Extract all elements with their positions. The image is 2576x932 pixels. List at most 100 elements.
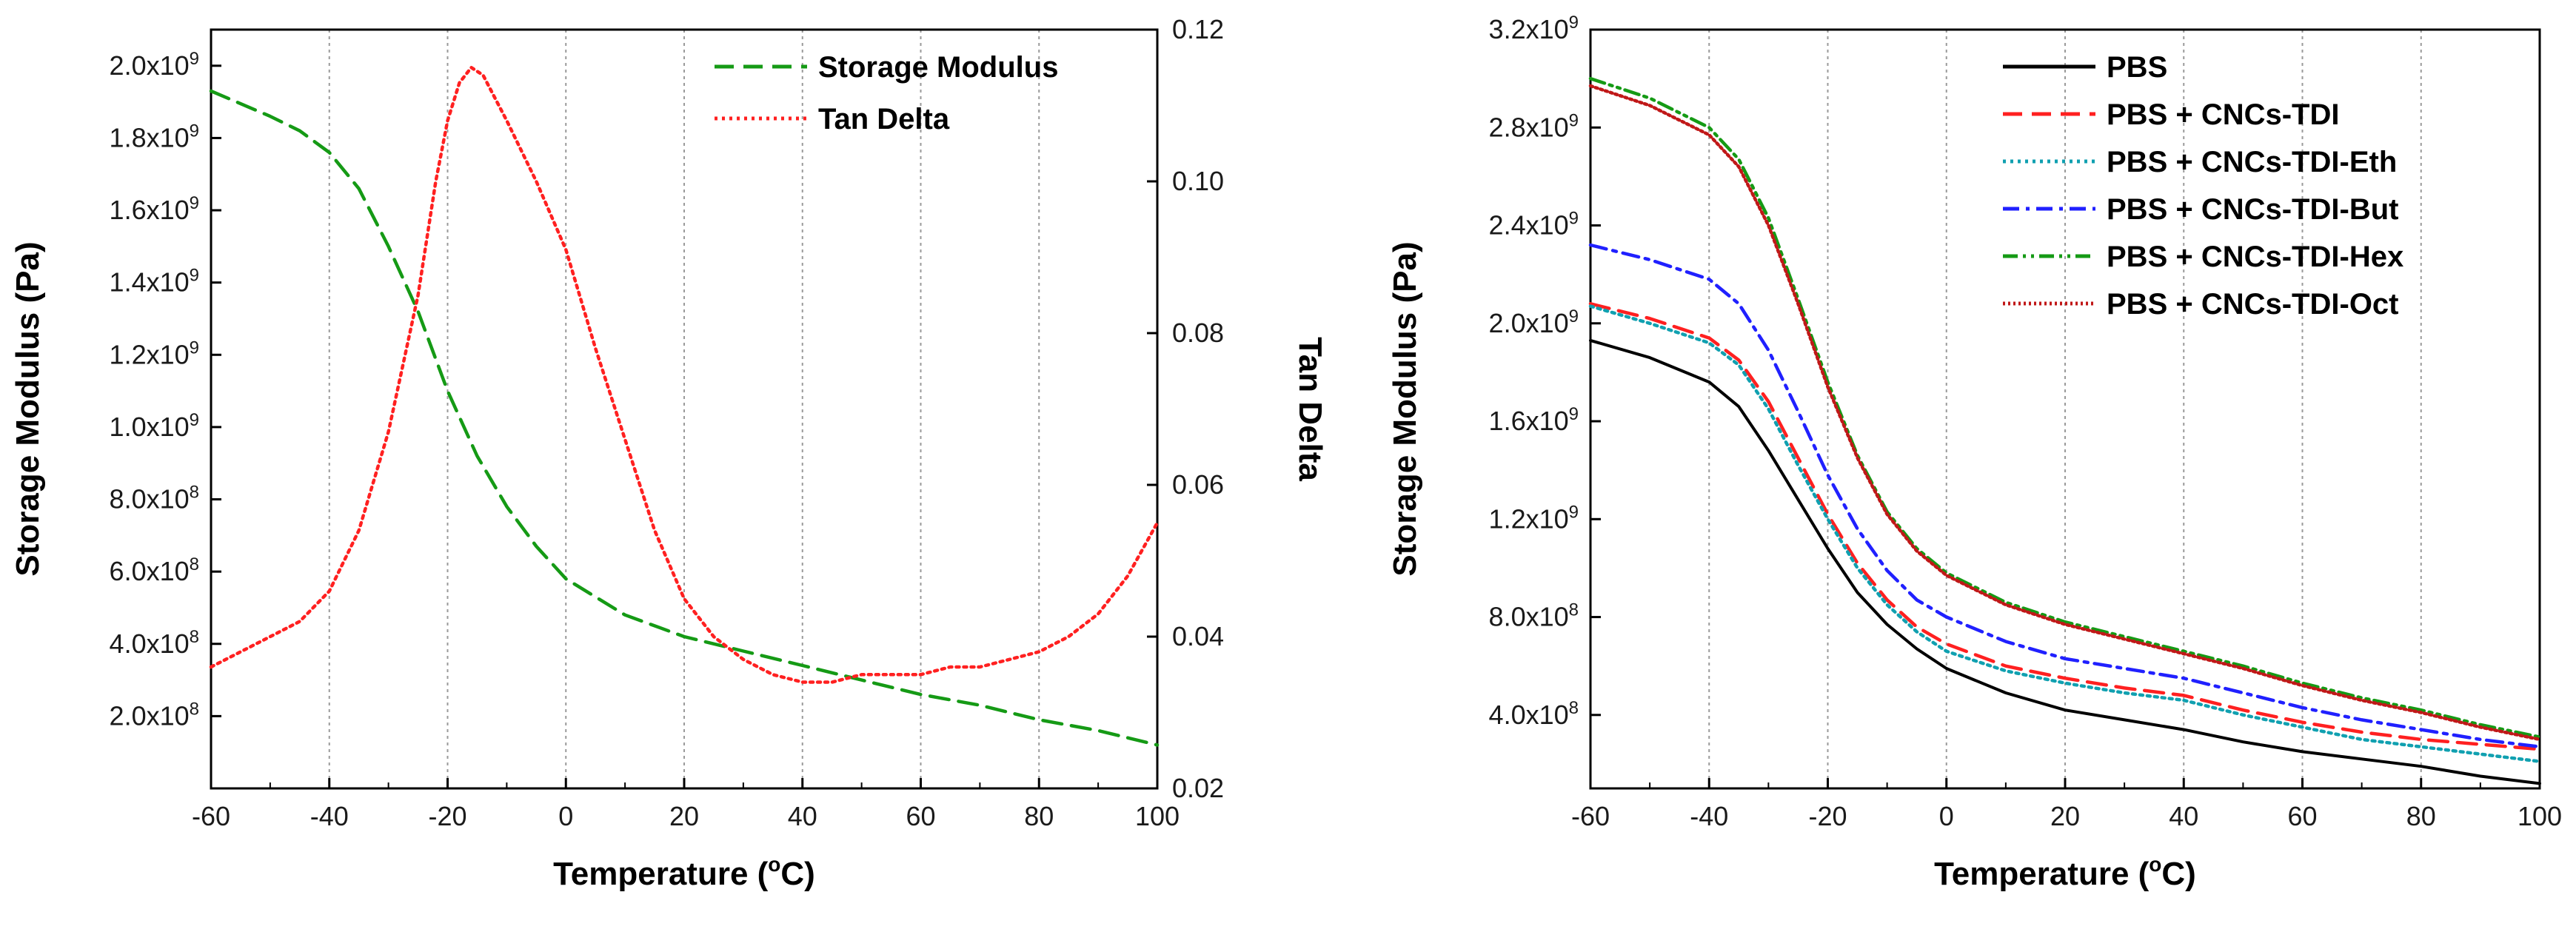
y-tick-label: 8.0x108 [110,483,199,514]
tick-exponent: 9 [190,193,199,213]
tick-exponent: 9 [190,121,199,141]
tick-exponent: 9 [1569,306,1579,326]
x-axis-title-part: C) [780,856,814,892]
tick-mantissa: 2.0x10 [110,700,190,731]
x-axis-title-part: Temperature ( [553,856,768,892]
x-tick-label: 100 [1135,801,1180,831]
tick-mantissa: 1.6x10 [1489,406,1569,436]
y-tick-label: 1.8x109 [110,121,199,152]
tick-exponent: 8 [190,699,199,719]
y-tick-label: 6.0x108 [110,554,199,586]
tick-mantissa: 1.8x10 [110,122,190,152]
y-tick-label: 4.0x108 [110,627,199,659]
x-tick-label: 100 [2518,801,2562,831]
tick-mantissa: 1.6x10 [110,195,190,225]
tick-mantissa: 2.0x10 [1489,308,1569,338]
tick-mantissa: 2.4x10 [1489,210,1569,241]
y2-tick-label: 0.10 [1172,166,1224,196]
tick-exponent: 8 [190,554,199,574]
tick-exponent: 9 [1569,13,1579,33]
legend-label-pbs-cncs-tdi: PBS + CNCs-TDI [2107,98,2340,131]
tick-exponent: 9 [190,410,199,430]
y2-tick-label: 0.06 [1172,469,1224,500]
legend-label-pbs-cncs-tdi-but: PBS + CNCs-TDI-But [2107,193,2398,226]
x-tick-label: -20 [1808,801,1847,831]
y-tick-label: 1.2x109 [1489,502,1579,534]
x-axis-title-superscript: o [2149,853,2161,876]
tick-exponent: 9 [1569,110,1579,130]
tick-exponent: 9 [190,49,199,69]
tick-mantissa: 6.0x10 [110,556,190,586]
tick-exponent: 9 [1569,502,1579,522]
x-tick-label: 80 [1024,801,1054,831]
series-line-pbs-cncs-tdi-hex [1588,76,2542,739]
y-tick-label: 1.6x109 [110,193,199,225]
tick-mantissa: 3.2x10 [1489,14,1569,44]
tick-exponent: 8 [1569,600,1579,620]
right-chart-panel: -60 -40 -20 0 20 40 60 80 1004.0x1088.0x1081.2x1… [1387,13,2562,892]
legend-label-storage-modulus: Storage Modulus [818,51,1058,84]
legend-label-pbs-cncs-tdi-oct: PBS + CNCs-TDI-Oct [2107,288,2399,321]
y-tick-label: 1.4x109 [110,266,199,298]
x-tick-label: -60 [1571,801,1610,831]
y-axis-title: Storage Modulus (Pa) [1387,241,1423,576]
y-tick-label: 1.0x109 [110,410,199,442]
tick-mantissa: 2.0x10 [110,50,190,81]
tick-mantissa: 1.4x10 [110,267,190,298]
series-line-pbs-cncs-tdi-but [1588,243,2542,749]
y-tick-label: 3.2x109 [1489,13,1579,44]
x-tick-label: 0 [1939,801,1954,831]
y2-tick-label: 0.12 [1172,14,1224,44]
y-tick-label: 2.0x109 [1489,306,1579,338]
tick-exponent: 9 [190,338,199,358]
tick-mantissa: 8.0x10 [110,484,190,514]
x-tick-label: 60 [906,801,935,831]
x-tick-label: 0 [558,801,573,831]
series-line-pbs-cncs-tdi-eth [1588,304,2542,763]
y2-tick-label: 0.04 [1172,621,1224,651]
x-tick-label: -40 [1690,801,1728,831]
x-tick-label: 40 [2169,801,2198,831]
tick-mantissa: 8.0x10 [1489,602,1569,632]
y-tick-label: 1.6x109 [1489,404,1579,436]
y-tick-label: 2.4x109 [1489,209,1579,241]
y-tick-label: 8.0x108 [1489,600,1579,632]
series-line-tan-delta [209,65,1160,684]
tick-exponent: 9 [190,266,199,286]
legend-label-pbs-cncs-tdi-hex: PBS + CNCs-TDI-Hex [2107,241,2403,273]
tick-mantissa: 2.8x10 [1489,112,1569,142]
tick-mantissa: 4.0x10 [1489,700,1569,730]
y-axis-title: Storage Modulus (Pa) [10,241,46,576]
series-line-pbs-cncs-tdi-oct [1588,84,2542,742]
x-tick-label: -40 [310,801,349,831]
y-tick-label: 1.2x109 [110,338,199,369]
tick-mantissa: 1.2x10 [1489,503,1569,534]
tick-exponent: 9 [1569,209,1579,229]
y-tick-label: 2.8x109 [1489,110,1579,142]
series-line-pbs-cncs-tdi [1588,302,2542,751]
tick-exponent: 8 [1569,698,1579,718]
x-tick-label: 20 [669,801,699,831]
x-tick-label: 80 [2406,801,2436,831]
y-tick-label: 2.0x109 [110,49,199,81]
tick-exponent: 9 [1569,404,1579,424]
x-axis-title: Temperature (oC) [553,853,815,892]
tick-mantissa: 1.0x10 [110,412,190,442]
y-tick-label: 2.0x108 [110,699,199,731]
y2-axis-title: Tan Delta [1292,337,1328,481]
tick-mantissa: 4.0x10 [110,628,190,659]
x-tick-label: 20 [2050,801,2080,831]
legend-label-tan-delta: Tan Delta [818,103,950,135]
y-tick-label: 4.0x108 [1489,698,1579,730]
legend-label-pbs: PBS [2107,51,2167,84]
x-tick-label: -60 [192,801,230,831]
legend-label-pbs-cncs-tdi-eth: PBS + CNCs-TDI-Eth [2107,146,2397,178]
series-line-pbs [1589,338,2541,785]
y2-tick-label: 0.08 [1172,318,1224,348]
tick-exponent: 8 [190,627,199,647]
tick-exponent: 8 [190,483,199,503]
series-line-storage-modulus [209,89,1160,747]
x-axis-title-part: C) [2161,856,2195,892]
x-tick-label: 40 [788,801,817,831]
